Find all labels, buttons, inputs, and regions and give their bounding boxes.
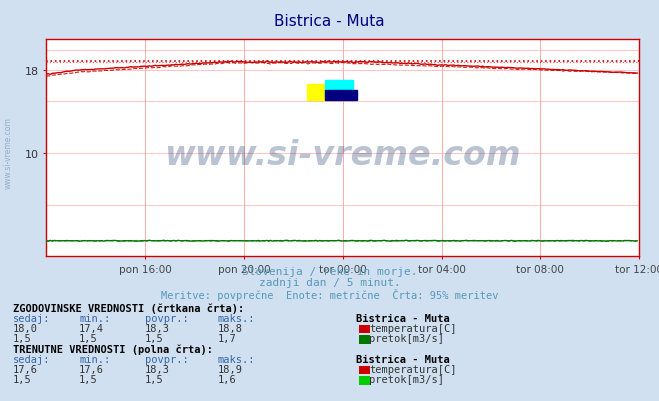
Text: povpr.:: povpr.: <box>145 314 188 324</box>
Text: 18,8: 18,8 <box>217 324 243 334</box>
Text: zadnji dan / 5 minut.: zadnji dan / 5 minut. <box>258 277 401 288</box>
Text: 18,0: 18,0 <box>13 324 38 334</box>
Text: 17,6: 17,6 <box>79 365 104 375</box>
Text: 17,4: 17,4 <box>79 324 104 334</box>
Text: Meritve: povprečne  Enote: metrične  Črta: 95% meritev: Meritve: povprečne Enote: metrične Črta:… <box>161 288 498 300</box>
Text: Slovenija / reke in morje.: Slovenija / reke in morje. <box>242 267 417 277</box>
Text: ZGODOVINSKE VREDNOSTI (črtkana črta):: ZGODOVINSKE VREDNOSTI (črtkana črta): <box>13 303 244 313</box>
Text: maks.:: maks.: <box>217 314 255 324</box>
Text: 1,5: 1,5 <box>13 375 32 385</box>
Text: Bistrica - Muta: Bistrica - Muta <box>356 314 449 324</box>
Bar <box>307 85 335 101</box>
Text: 1,5: 1,5 <box>79 375 98 385</box>
Text: temperatura[C]: temperatura[C] <box>369 324 457 334</box>
Bar <box>325 81 353 97</box>
Text: 1,6: 1,6 <box>217 375 236 385</box>
Text: temperatura[C]: temperatura[C] <box>369 365 457 375</box>
Text: www.si-vreme.com: www.si-vreme.com <box>164 138 521 171</box>
Text: 1,5: 1,5 <box>145 334 163 344</box>
Text: sedaj:: sedaj: <box>13 354 51 365</box>
Text: 17,6: 17,6 <box>13 365 38 375</box>
Text: min.:: min.: <box>79 354 110 365</box>
Text: 1,5: 1,5 <box>145 375 163 385</box>
Text: pretok[m3/s]: pretok[m3/s] <box>369 334 444 344</box>
Text: 1,5: 1,5 <box>79 334 98 344</box>
Text: www.si-vreme.com: www.si-vreme.com <box>3 117 13 188</box>
Text: maks.:: maks.: <box>217 354 255 365</box>
Text: 18,3: 18,3 <box>145 365 170 375</box>
Text: 18,3: 18,3 <box>145 324 170 334</box>
Text: 1,5: 1,5 <box>13 334 32 344</box>
Text: pretok[m3/s]: pretok[m3/s] <box>369 375 444 385</box>
Text: povpr.:: povpr.: <box>145 354 188 365</box>
Text: Bistrica - Muta: Bistrica - Muta <box>356 354 449 365</box>
Text: min.:: min.: <box>79 314 110 324</box>
Text: Bistrica - Muta: Bistrica - Muta <box>274 14 385 29</box>
Text: 18,9: 18,9 <box>217 365 243 375</box>
Text: sedaj:: sedaj: <box>13 314 51 324</box>
Text: 1,7: 1,7 <box>217 334 236 344</box>
Bar <box>325 90 357 101</box>
Text: TRENUTNE VREDNOSTI (polna črta):: TRENUTNE VREDNOSTI (polna črta): <box>13 344 213 354</box>
